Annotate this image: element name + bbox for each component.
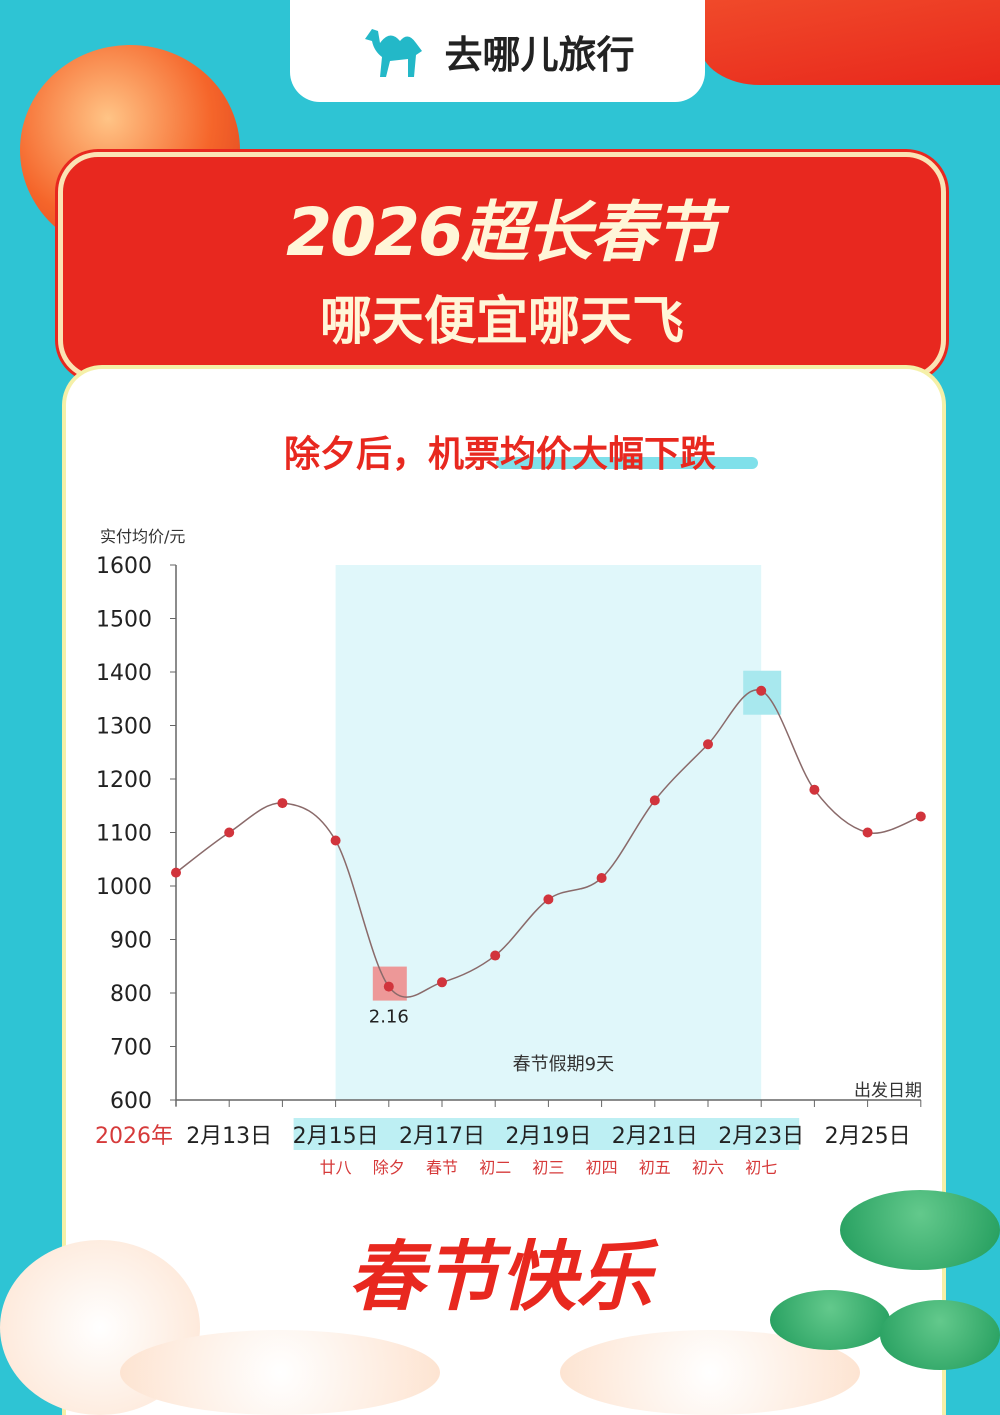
data-point <box>277 798 288 809</box>
top-red-decoration <box>700 0 1000 85</box>
x-tick-label: 2月25日 <box>825 1124 911 1149</box>
y-tick-label: 1000 <box>96 875 152 900</box>
lunar-label: 除夕 <box>373 1158 405 1177</box>
banner-title: 2026超长春节 <box>286 194 720 271</box>
brand-header: 去哪儿旅行 <box>290 0 705 102</box>
data-point <box>649 795 660 806</box>
y-tick-label: 700 <box>110 1036 152 1061</box>
data-point <box>490 950 501 961</box>
footer-greeting: 春节快乐 <box>348 1232 652 1321</box>
lunar-label: 春节 <box>426 1158 458 1177</box>
lunar-label: 初三 <box>532 1158 564 1177</box>
x-tick-label: 2月15日 <box>293 1124 379 1149</box>
x-tick-label: 2月13日 <box>186 1124 272 1149</box>
data-point <box>915 811 926 822</box>
data-point <box>437 977 447 988</box>
data-point <box>862 827 873 838</box>
x-tick-label: 2月19日 <box>505 1124 591 1149</box>
holiday-band <box>335 565 762 1100</box>
x-tick-label: 2月17日 <box>399 1124 485 1149</box>
y-tick-label: 1200 <box>96 768 152 793</box>
lunar-label: 初四 <box>586 1158 618 1177</box>
chart-headline: 除夕后，机票均价大幅下跌 <box>0 425 1000 477</box>
lunar-label: 廿八 <box>320 1158 352 1177</box>
y-tick-label: 800 <box>110 982 152 1007</box>
data-point <box>330 835 341 846</box>
data-point <box>543 894 554 905</box>
data-point <box>809 784 820 795</box>
y-tick-label: 1600 <box>96 554 152 579</box>
pine-decoration <box>880 1300 1000 1370</box>
data-point <box>224 827 235 838</box>
title-banner: 2026超长春节 哪天便宜哪天飞 <box>58 152 946 380</box>
x-axis-label: 出发日期 <box>854 1081 922 1101</box>
headline-highlight <box>496 457 758 469</box>
y-tick-label: 1400 <box>96 661 152 686</box>
pine-decoration <box>770 1290 890 1350</box>
cloud-decoration <box>120 1330 440 1415</box>
y-tick-label: 1100 <box>96 822 152 847</box>
holiday-date-band <box>293 1118 800 1150</box>
banner-subtitle: 哪天便宜哪天飞 <box>319 292 684 352</box>
min-annotation: 2.16 <box>369 1007 409 1028</box>
x-tick-label: 2月21日 <box>612 1124 698 1149</box>
data-point <box>703 739 713 750</box>
data-point <box>756 685 767 696</box>
lunar-label: 初六 <box>692 1158 724 1177</box>
lunar-label: 初二 <box>479 1158 511 1177</box>
y-tick-label: 900 <box>110 929 152 954</box>
y-tick-label: 600 <box>110 1089 152 1114</box>
data-point <box>596 872 607 883</box>
holiday-label: 春节假期9天 <box>513 1054 614 1075</box>
y-tick-label: 1500 <box>96 608 152 633</box>
data-point <box>383 981 394 992</box>
y-tick-label: 1300 <box>96 715 152 740</box>
camel-logo-icon <box>365 29 423 77</box>
lunar-label: 初五 <box>639 1158 671 1177</box>
x-tick-label: 2月23日 <box>718 1124 804 1149</box>
year-label: 2026年 <box>95 1124 173 1149</box>
headline-text: 除夕后，机票均价大幅下跌 <box>283 434 716 475</box>
data-point <box>171 867 181 878</box>
lunar-label: 初七 <box>745 1158 777 1177</box>
brand-name: 去哪儿旅行 <box>444 32 635 77</box>
y-axis-label: 实付均价/元 <box>100 527 185 546</box>
pine-decoration <box>840 1190 1000 1270</box>
